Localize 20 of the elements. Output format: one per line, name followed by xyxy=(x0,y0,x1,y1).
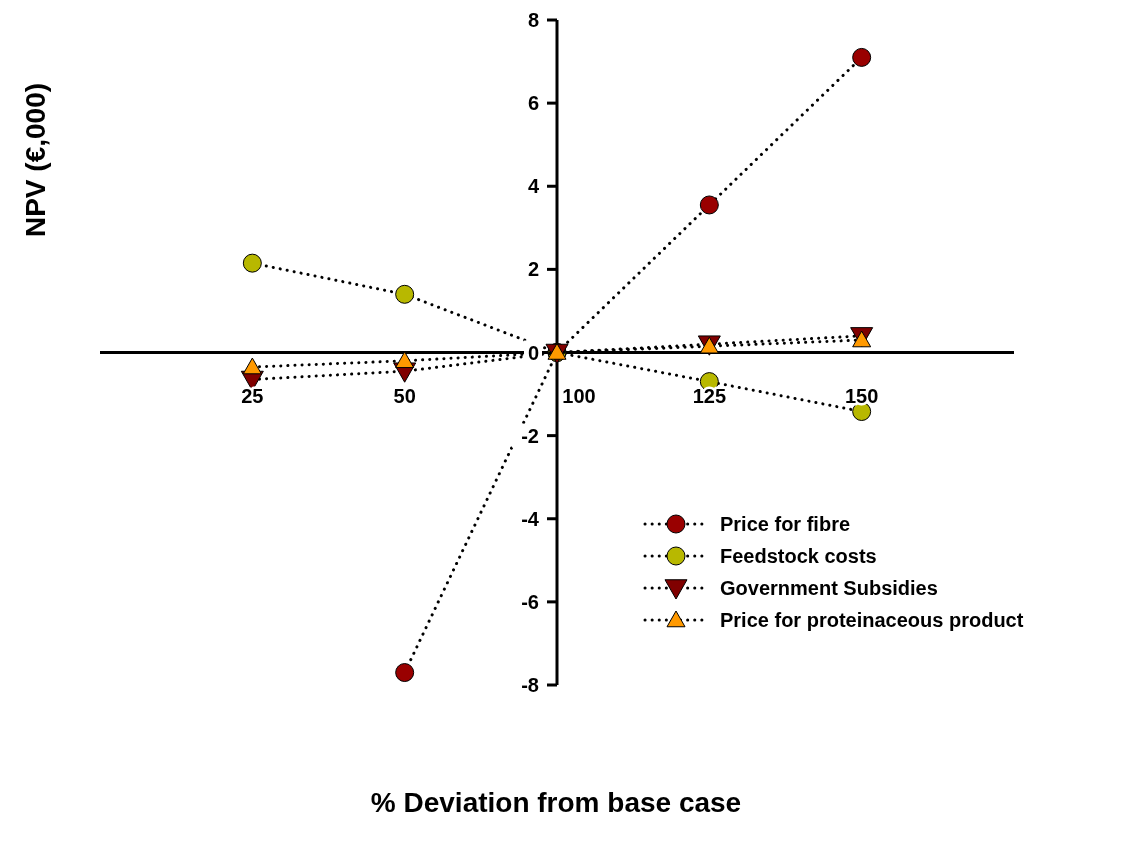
y-tick-label: 8 xyxy=(527,9,539,31)
x-axis-title: % Deviation from base case xyxy=(370,787,742,818)
x-tick-label: 50 xyxy=(393,384,416,407)
y-tick-label: -4 xyxy=(521,507,540,530)
x-tick-label: 25 xyxy=(241,384,264,407)
y-axis-title: NPV (€,000) xyxy=(20,82,51,238)
y-tick-label: -8 xyxy=(521,674,539,696)
legend-label: Feedstock costs xyxy=(720,545,877,567)
x-tick-label: 150 xyxy=(844,384,879,407)
y-tick-label: -6 xyxy=(521,590,539,613)
legend-label: Government Subsidies xyxy=(720,577,938,599)
y-tick-label: -2 xyxy=(521,424,539,447)
legend-label: Price for fibre xyxy=(720,513,851,535)
y-tick-label: 4 xyxy=(527,175,540,198)
y-tick-label: 0 xyxy=(527,341,539,364)
legend-label: Price for proteinaceous product xyxy=(720,609,1024,631)
y-tick-label: 6 xyxy=(527,92,539,115)
x-tick-label: 100 xyxy=(562,384,596,407)
x-tick-label: 125 xyxy=(692,384,727,407)
y-tick-label: 2 xyxy=(527,258,539,281)
